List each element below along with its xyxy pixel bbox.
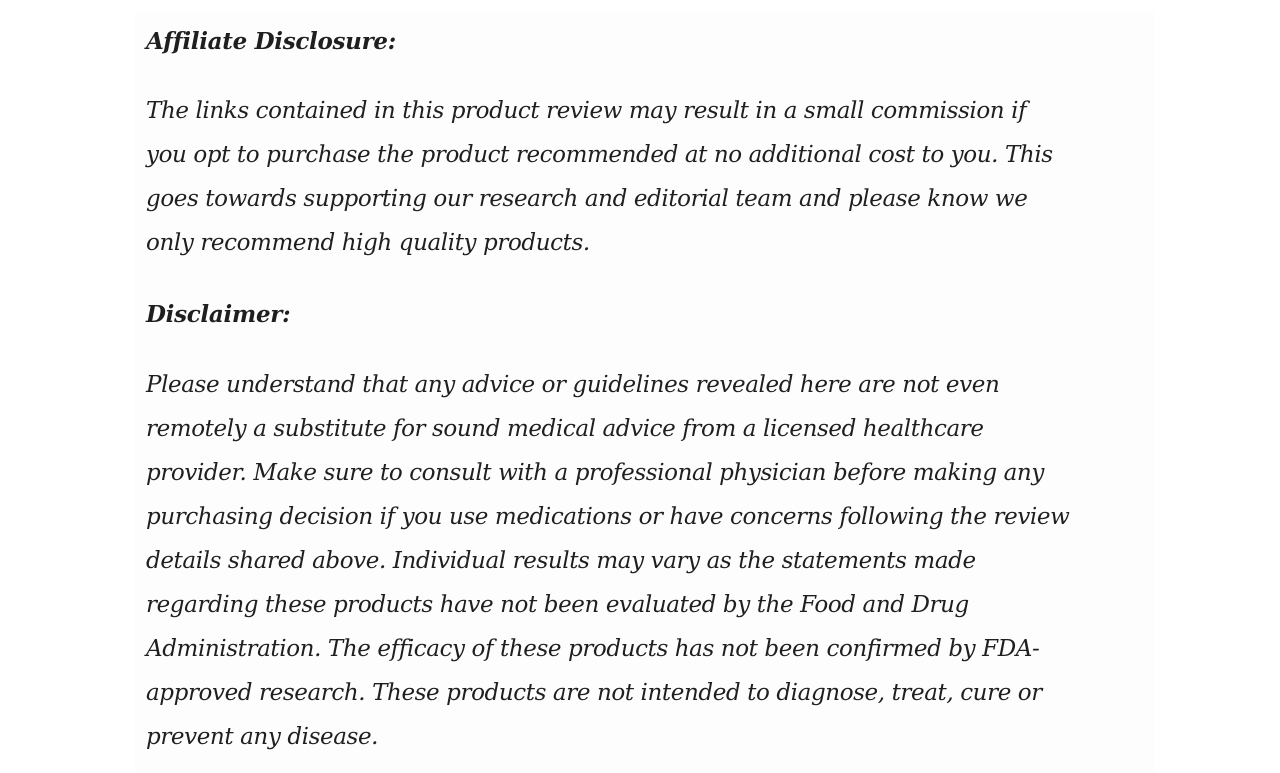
text-line: Please understand that any advice or gui…	[146, 372, 1000, 398]
disclosure-content: Affiliate Disclosure: The links containe…	[146, 22, 1070, 759]
text-line: The links contained in this product revi…	[146, 98, 1027, 124]
affiliate-disclosure-text: The links contained in this product revi…	[146, 89, 1069, 265]
disclaimer-text: Please understand that any advice or gui…	[146, 363, 1070, 759]
text-line: remotely a substitute for sound medical …	[146, 416, 984, 442]
text-line: purchasing decision if you use medicatio…	[146, 504, 1070, 530]
text-line: goes towards supporting our research and…	[146, 186, 1028, 212]
text-line: provider. Make sure to consult with a pr…	[146, 460, 1044, 486]
text-line: prevent any disease.	[146, 724, 379, 750]
text-line: regarding these products have not been e…	[146, 592, 969, 618]
text-line: approved research. These products are no…	[146, 680, 1042, 706]
text-line: Administration. The efficacy of these pr…	[146, 636, 1040, 662]
affiliate-disclosure-heading: Affiliate Disclosure:	[146, 28, 396, 55]
text-line: you opt to purchase the product recommen…	[146, 142, 1053, 168]
text-line: only recommend high quality products.	[146, 230, 590, 256]
text-line: details shared above. Individual results…	[146, 548, 976, 574]
content-panel	[135, 13, 1155, 773]
disclaimer-heading: Disclaimer:	[146, 301, 291, 328]
